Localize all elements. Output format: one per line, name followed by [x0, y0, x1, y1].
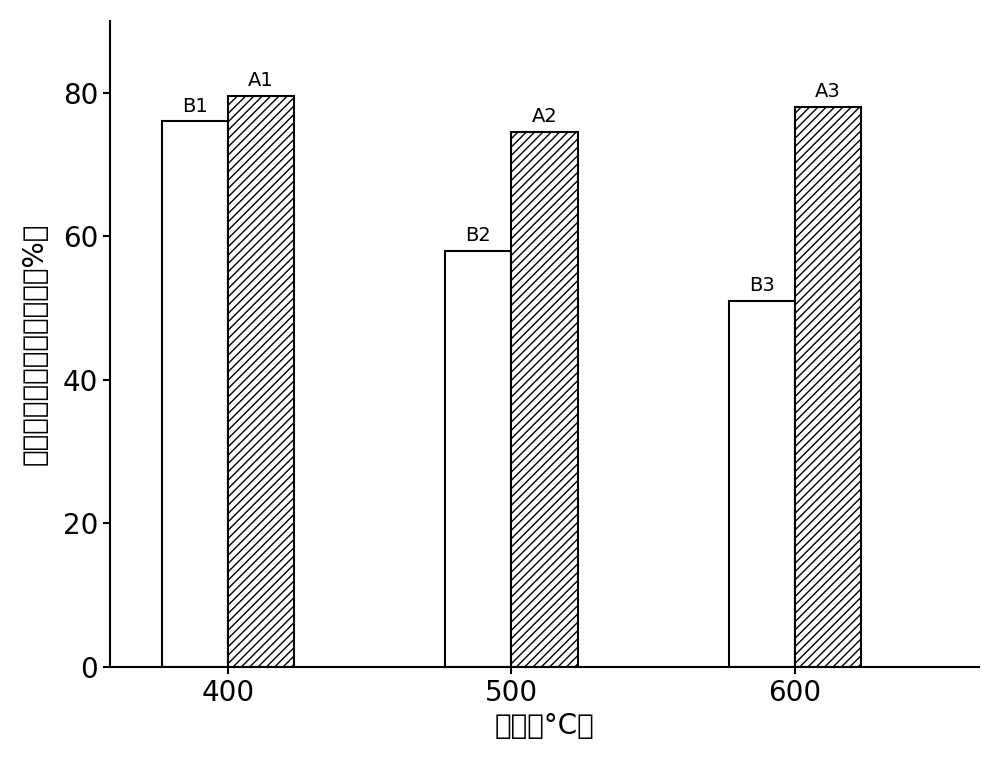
Y-axis label: 固定在生物炭中磷的比例（%）: 固定在生物炭中磷的比例（%）	[21, 223, 49, 465]
Text: A1: A1	[248, 72, 274, 91]
Text: B2: B2	[466, 226, 491, 245]
Bar	[228, 96, 294, 667]
Bar	[795, 107, 861, 667]
X-axis label: 温度（°C）: 温度（°C）	[495, 712, 594, 740]
Bar	[511, 132, 578, 667]
Text: A2: A2	[532, 107, 557, 126]
Bar	[445, 250, 511, 667]
Bar	[729, 301, 795, 667]
Text: B3: B3	[749, 276, 775, 295]
Text: B1: B1	[182, 97, 208, 116]
Bar	[162, 121, 228, 667]
Text: A3: A3	[815, 82, 841, 101]
